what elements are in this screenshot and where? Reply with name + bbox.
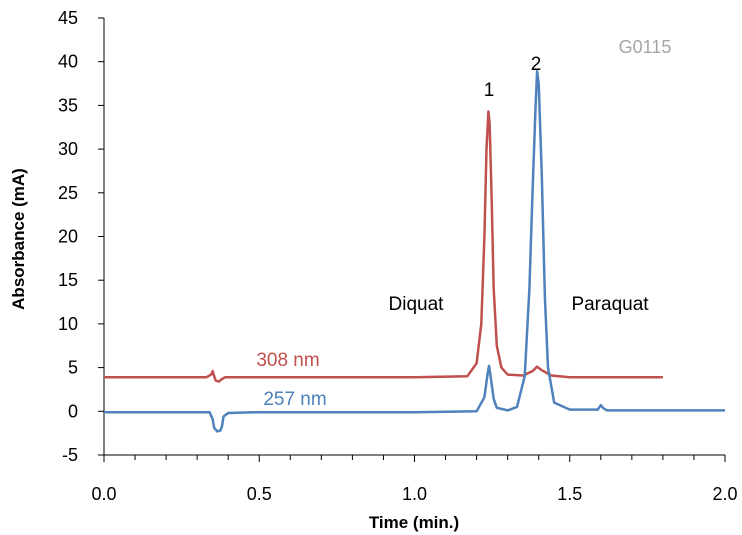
series-line-257nm — [104, 70, 725, 433]
y-tick-label: 20 — [58, 227, 78, 247]
series-label-308nm: 308 nm — [256, 350, 319, 371]
y-tick-label: 5 — [68, 358, 78, 378]
x-axis: 0.0 0.5 1.0 1.5 2.0 — [91, 454, 738, 504]
sample-id-label: G0115 — [619, 37, 672, 57]
y-tick-label: 45 — [58, 8, 78, 28]
y-tick-label: 30 — [58, 139, 78, 159]
series-label-257nm: 257 nm — [263, 389, 326, 410]
peak-1-label: 1 — [484, 80, 495, 101]
y-axis: -5 0 5 10 15 20 25 30 35 40 45 — [58, 8, 105, 465]
x-tick-label: 1.0 — [402, 484, 427, 504]
y-tick-label: 0 — [68, 401, 78, 421]
y-tick-label: 15 — [58, 270, 78, 290]
y-tick-label: 10 — [58, 314, 78, 334]
diquat-label: Diquat — [389, 294, 445, 315]
x-tick-label: 2.0 — [712, 484, 737, 504]
y-axis-title: Absorbance (mA) — [9, 168, 28, 310]
y-tick-label: 40 — [58, 52, 78, 72]
peak-2-label: 2 — [531, 54, 542, 75]
y-tick-label: 35 — [58, 95, 78, 115]
x-axis-title: Time (min.) — [369, 513, 459, 532]
y-tick-label: -5 — [62, 445, 78, 465]
x-tick-label: 0.0 — [91, 484, 116, 504]
x-tick-label: 1.5 — [557, 484, 582, 504]
paraquat-label: Paraquat — [571, 294, 649, 315]
y-tick-label: 25 — [58, 183, 78, 203]
series-line-308nm — [104, 110, 663, 383]
x-tick-label: 0.5 — [247, 484, 272, 504]
